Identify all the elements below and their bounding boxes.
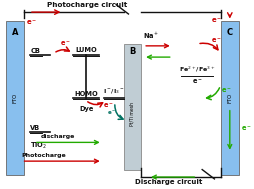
Text: A: A: [12, 28, 18, 37]
Text: CB: CB: [30, 48, 40, 54]
Text: HOMO: HOMO: [74, 91, 98, 97]
FancyBboxPatch shape: [220, 22, 239, 175]
Text: e$^-$: e$^-$: [211, 36, 222, 45]
Text: LUMO: LUMO: [75, 47, 97, 53]
Text: e$^-$: e$^-$: [192, 77, 203, 86]
FancyBboxPatch shape: [123, 44, 141, 170]
Text: Discharge circuit: Discharge circuit: [135, 179, 203, 185]
Text: e$^-$: e$^-$: [26, 18, 38, 27]
Text: e$^-$: e$^-$: [242, 124, 252, 133]
Text: B: B: [129, 47, 135, 56]
Text: Dye: Dye: [79, 106, 93, 112]
Text: e$^-$: e$^-$: [60, 40, 71, 48]
Text: FTO: FTO: [12, 93, 17, 103]
Text: C: C: [227, 28, 233, 37]
Text: VB: VB: [30, 125, 40, 131]
Text: Pt/Ti mesh: Pt/Ti mesh: [130, 102, 135, 126]
Text: discharge: discharge: [41, 134, 76, 139]
Text: Photocharge: Photocharge: [21, 153, 66, 158]
Text: Fe$^{2+}$/Fe$^{3+}$: Fe$^{2+}$/Fe$^{3+}$: [179, 65, 216, 74]
Text: e$^-$: e$^-$: [220, 86, 231, 95]
Text: I$^-$/I$_3$$^-$: I$^-$/I$_3$$^-$: [103, 88, 124, 96]
Text: Na$^+$: Na$^+$: [143, 31, 160, 41]
Text: e$^-$: e$^-$: [211, 16, 222, 25]
Text: e$^-$: e$^-$: [107, 109, 116, 117]
FancyBboxPatch shape: [6, 22, 24, 175]
Text: FTO: FTO: [227, 93, 232, 103]
Text: TiO$_2$: TiO$_2$: [30, 140, 47, 151]
Text: e$^-$: e$^-$: [103, 101, 114, 110]
Text: Photocharge circuit: Photocharge circuit: [46, 2, 127, 8]
